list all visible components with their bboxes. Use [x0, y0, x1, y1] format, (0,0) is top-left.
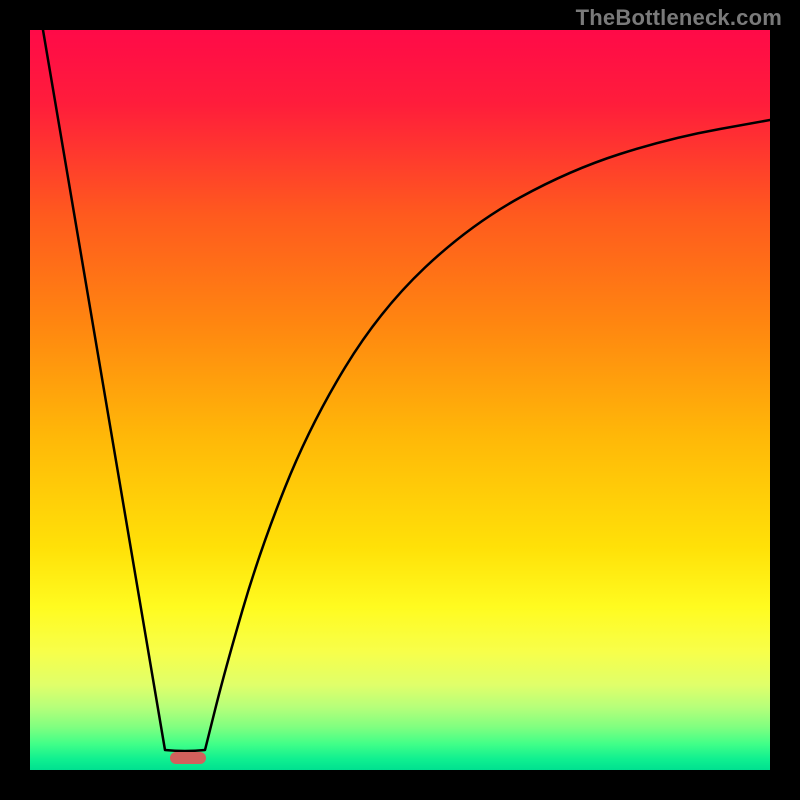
plot-svg [30, 30, 770, 770]
chart-frame: TheBottleneck.com [0, 0, 800, 800]
notch-marker [170, 752, 206, 764]
gradient-background [30, 30, 770, 770]
watermark-text: TheBottleneck.com [576, 5, 782, 31]
plot-area [30, 30, 770, 770]
